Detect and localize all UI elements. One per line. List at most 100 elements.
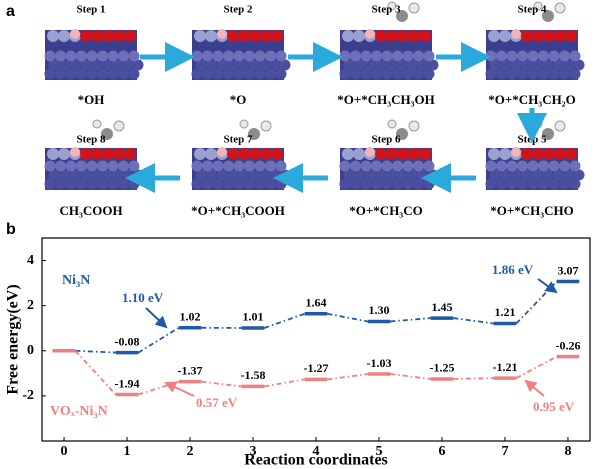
atom bbox=[521, 30, 533, 42]
annotation-arrow bbox=[524, 379, 545, 397]
atom bbox=[97, 50, 108, 62]
atom bbox=[217, 29, 227, 39]
atom bbox=[565, 148, 577, 160]
atom bbox=[506, 178, 518, 190]
atom bbox=[510, 59, 522, 71]
atom bbox=[343, 169, 355, 181]
atom bbox=[118, 68, 129, 80]
atom bbox=[86, 178, 98, 190]
data-label: 1.02 bbox=[180, 310, 201, 324]
atom bbox=[396, 169, 407, 181]
atom bbox=[396, 128, 408, 140]
connector bbox=[515, 355, 558, 379]
atom bbox=[91, 30, 103, 42]
atom bbox=[397, 148, 409, 160]
atom bbox=[118, 160, 129, 172]
atom bbox=[517, 68, 528, 80]
atom bbox=[212, 50, 224, 62]
atom bbox=[485, 160, 497, 172]
atom bbox=[233, 50, 245, 62]
atom bbox=[548, 50, 560, 62]
atom bbox=[419, 148, 431, 160]
atom bbox=[265, 68, 276, 80]
atom bbox=[573, 169, 585, 181]
atom bbox=[254, 50, 266, 62]
atom bbox=[258, 169, 270, 181]
atom bbox=[102, 30, 114, 42]
atom bbox=[371, 68, 382, 80]
atom bbox=[413, 160, 424, 172]
connector bbox=[201, 380, 242, 388]
data-label: 1.30 bbox=[368, 303, 389, 317]
atom bbox=[354, 169, 365, 181]
atom bbox=[573, 59, 585, 71]
atom bbox=[387, 119, 397, 129]
atom bbox=[70, 29, 80, 39]
atom bbox=[342, 30, 354, 42]
atom bbox=[275, 68, 287, 80]
atom bbox=[521, 169, 532, 181]
annotation-arrow bbox=[164, 381, 195, 397]
atom bbox=[260, 30, 272, 42]
atom bbox=[569, 68, 581, 80]
atom bbox=[47, 30, 59, 42]
atom bbox=[499, 30, 511, 42]
atom bbox=[350, 68, 361, 80]
atom bbox=[233, 160, 245, 172]
atom bbox=[97, 178, 108, 190]
atom bbox=[381, 50, 393, 62]
x-tick-label: 1 bbox=[124, 444, 131, 459]
atom bbox=[408, 120, 420, 132]
data-label: -1.37 bbox=[178, 363, 203, 377]
atom bbox=[402, 178, 414, 190]
atom bbox=[65, 178, 77, 190]
annotation: 1.86 eV bbox=[492, 262, 534, 277]
atom bbox=[55, 160, 66, 172]
atom bbox=[227, 30, 239, 42]
atom bbox=[260, 120, 272, 132]
atom bbox=[223, 50, 234, 62]
panel-label: a bbox=[6, 3, 15, 20]
atom bbox=[205, 30, 217, 42]
atom bbox=[128, 160, 140, 172]
data-label: -1.03 bbox=[366, 356, 391, 370]
atom bbox=[118, 50, 129, 62]
atom bbox=[381, 68, 393, 80]
atom bbox=[488, 148, 500, 160]
data-label: -1.58 bbox=[241, 368, 266, 382]
atom bbox=[533, 1, 543, 11]
atom bbox=[381, 160, 393, 172]
atom bbox=[97, 68, 108, 80]
atom bbox=[364, 169, 376, 181]
step-label: Step 6 bbox=[371, 134, 401, 146]
connector bbox=[515, 280, 558, 325]
atom bbox=[260, 148, 272, 160]
annotation: 0.57 eV bbox=[196, 395, 238, 410]
atom bbox=[227, 169, 238, 181]
x-tick-label: 3 bbox=[250, 444, 257, 459]
y-tick-label: 0 bbox=[27, 343, 34, 358]
atom bbox=[353, 148, 365, 160]
atom bbox=[413, 68, 424, 80]
atom bbox=[538, 160, 549, 172]
atom bbox=[559, 178, 570, 190]
atom bbox=[271, 148, 283, 160]
atom bbox=[212, 178, 224, 190]
atom bbox=[360, 178, 372, 190]
atom bbox=[194, 30, 206, 42]
atom bbox=[91, 148, 103, 160]
atom bbox=[565, 30, 577, 42]
atom bbox=[350, 50, 361, 62]
atom bbox=[202, 160, 213, 172]
data-label: 1.21 bbox=[494, 305, 515, 319]
atom bbox=[350, 160, 361, 172]
atom bbox=[527, 178, 539, 190]
step-caption: *OH bbox=[78, 92, 105, 107]
atom bbox=[354, 59, 365, 71]
data-label: -1.21 bbox=[492, 360, 517, 374]
step-caption: *O bbox=[230, 92, 247, 107]
atom bbox=[202, 50, 213, 62]
atom bbox=[249, 30, 261, 42]
atom bbox=[548, 68, 560, 80]
